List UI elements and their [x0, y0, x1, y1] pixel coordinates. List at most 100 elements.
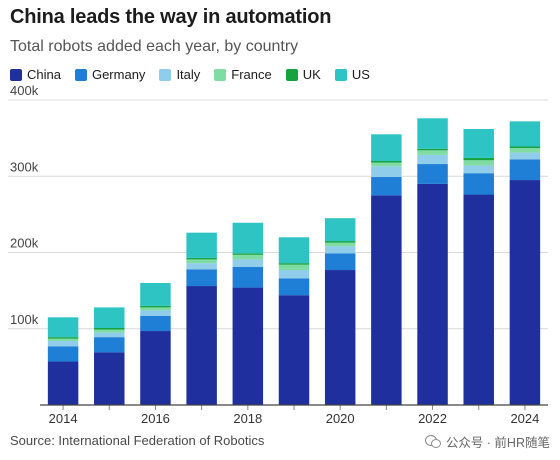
- bar-segment-france-2022: [417, 150, 448, 155]
- bar-segment-germany-2017: [186, 269, 217, 287]
- bar-segment-germany-2015: [94, 337, 125, 353]
- y-tick-label: 400k: [10, 83, 39, 98]
- legend-label: Germany: [91, 67, 146, 82]
- bar-segment-uk-2021: [371, 161, 402, 163]
- bar-segment-germany-2016: [140, 315, 171, 332]
- bar-segment-italy-2016: [140, 310, 171, 316]
- bar-segment-us-2017: [186, 232, 217, 258]
- legend-swatch: [74, 68, 87, 81]
- legend-swatch: [10, 68, 22, 81]
- legend-label: China: [27, 67, 61, 82]
- bar-segment-germany-2021: [371, 177, 402, 196]
- bar-segment-france-2021: [371, 162, 402, 167]
- x-tick-label: 2016: [141, 411, 170, 426]
- bar-segment-china-2017: [186, 286, 217, 405]
- bar-segment-us-2015: [94, 307, 125, 328]
- bar-segment-italy-2024: [509, 152, 541, 160]
- bar-segment-uk-2024: [509, 146, 541, 149]
- bar-segment-italy-2014: [47, 340, 79, 347]
- bar-segment-us-2018: [232, 222, 264, 254]
- bar-segment-uk-2015: [94, 327, 125, 330]
- bar-segment-france-2024: [509, 148, 541, 153]
- bar-segment-france-2014: [47, 338, 79, 341]
- bar-segment-italy-2022: [417, 154, 448, 165]
- bar-segment-uk-2016: [140, 305, 171, 308]
- bar-segment-france-2023: [463, 160, 494, 166]
- bar-segment-germany-2023: [463, 173, 494, 195]
- bar-segment-us-2020: [324, 218, 356, 242]
- bar-segment-italy-2023: [463, 165, 494, 174]
- bar-segment-china-2018: [232, 287, 264, 405]
- x-tick-label: 2014: [49, 411, 78, 426]
- bar-segment-italy-2020: [324, 246, 356, 254]
- bar-segment-uk-2017: [186, 257, 217, 260]
- y-tick-label: 300k: [10, 159, 39, 174]
- bar-segment-italy-2019: [278, 270, 310, 279]
- bar-segment-us-2024: [509, 121, 541, 147]
- legend-label: UK: [302, 67, 321, 82]
- bar-segment-china-2014: [47, 361, 79, 405]
- x-tick-label: 2022: [418, 411, 447, 426]
- bar-segment-us-2023: [463, 128, 494, 158]
- bar-segment-france-2019: [278, 264, 310, 271]
- bar-segment-france-2018: [232, 254, 264, 260]
- bar-segment-germany-2014: [47, 346, 79, 362]
- bar-segment-china-2022: [417, 183, 448, 405]
- legend-swatch: [159, 68, 172, 81]
- bar-segment-uk-2020: [324, 241, 356, 243]
- bar-segment-france-2020: [324, 242, 356, 247]
- bar-segment-us-2022: [417, 118, 448, 149]
- bar-segment-france-2017: [186, 259, 217, 264]
- legend-swatch: [214, 68, 227, 81]
- chart-legend: China Germany Italy France UK US: [10, 67, 370, 82]
- bar-segment-uk-2019: [278, 263, 310, 265]
- bar-segment-us-2014: [47, 317, 79, 338]
- bar-segment-us-2019: [278, 237, 310, 264]
- y-tick-label: 200k: [10, 236, 39, 251]
- bar-segment-china-2015: [94, 352, 125, 405]
- bar-segment-italy-2017: [186, 263, 217, 270]
- x-tick-label: 2018: [233, 411, 262, 426]
- legend-item-us: US: [334, 67, 370, 82]
- bar-segment-italy-2015: [94, 332, 125, 338]
- y-tick-label: 100k: [10, 312, 39, 327]
- legend-item-france: France: [214, 67, 272, 82]
- bar-segment-uk-2018: [232, 253, 264, 255]
- bar-segment-uk-2022: [417, 148, 448, 151]
- bar-segment-china-2023: [463, 194, 494, 405]
- bar-segment-germany-2024: [509, 159, 541, 181]
- bar-segment-germany-2019: [278, 278, 310, 296]
- chart-subtitle: Total robots added each year, by country: [10, 38, 299, 55]
- watermark-text: 公众号 · 前HR随笔: [445, 436, 550, 450]
- x-tick-label: 2020: [326, 411, 355, 426]
- legend-item-italy: Italy: [159, 67, 200, 82]
- x-tick-label: 2024: [510, 411, 539, 426]
- bar-segment-uk-2023: [463, 157, 494, 161]
- wechat-icon: [424, 435, 441, 448]
- legend-swatch: [334, 68, 347, 81]
- bar-segment-uk-2014: [47, 337, 79, 339]
- chart-title: China leads the way in automation: [10, 6, 332, 28]
- bar-segment-italy-2021: [371, 166, 402, 178]
- legend-swatch: [285, 68, 298, 81]
- legend-label: France: [231, 67, 272, 82]
- bar-segment-italy-2018: [232, 259, 264, 267]
- bar-segment-us-2016: [140, 283, 171, 306]
- bar-segment-france-2015: [94, 329, 125, 333]
- watermark: 公众号 · 前HR随笔: [424, 432, 550, 451]
- bar-segment-us-2021: [371, 134, 402, 161]
- legend-item-germany: Germany: [74, 67, 146, 82]
- bar-segment-germany-2018: [232, 266, 264, 288]
- legend-item-uk: UK: [285, 67, 321, 82]
- bar-segment-france-2016: [140, 307, 171, 311]
- bar-segment-germany-2020: [324, 253, 356, 271]
- bar-segment-germany-2022: [417, 164, 448, 184]
- bar-segment-china-2019: [278, 295, 310, 405]
- source-note: Source: International Federation of Robo…: [10, 433, 265, 448]
- bar-segment-china-2021: [371, 195, 402, 405]
- bar-segment-china-2024: [509, 180, 541, 405]
- bar-segment-china-2016: [140, 331, 171, 405]
- bar-segment-china-2020: [324, 270, 356, 405]
- legend-label: US: [351, 67, 370, 82]
